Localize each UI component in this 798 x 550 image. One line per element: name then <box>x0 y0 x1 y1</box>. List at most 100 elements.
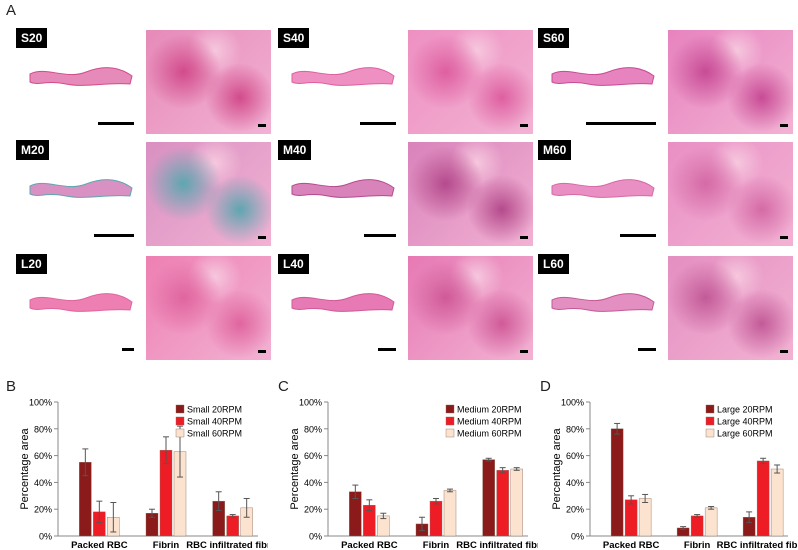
y-tick-label: 60% <box>34 451 52 461</box>
bar <box>638 498 652 537</box>
tile-label: L40 <box>278 254 309 274</box>
tile-label: S60 <box>538 28 570 48</box>
y-axis-label: Percentage area <box>551 427 563 509</box>
legend-label: Medium 40RPM <box>457 417 522 427</box>
y-tick-label: 0% <box>571 532 584 542</box>
y-axis-label: Percentage area <box>289 427 301 509</box>
bar <box>510 468 523 537</box>
overview-scale-bar <box>122 348 134 351</box>
closeup-scale-bar <box>780 350 788 353</box>
overview-scale-bar <box>94 234 134 237</box>
tile-label: M20 <box>16 140 50 160</box>
x-category-label: Packed RBC <box>71 540 128 550</box>
y-tick-label: 40% <box>566 478 584 488</box>
y-tick-label: 20% <box>34 505 52 515</box>
y-tick-label: 80% <box>566 424 584 434</box>
closeup-scale-bar <box>258 236 266 239</box>
specimen-overview <box>288 288 398 318</box>
y-tick-label: 0% <box>309 532 322 542</box>
tile-label: S20 <box>16 28 48 48</box>
y-tick-label: 100% <box>29 398 52 408</box>
specimen-overview <box>288 174 398 204</box>
closeup-scale-bar <box>780 236 788 239</box>
y-tick-label: 100% <box>299 398 322 408</box>
x-category-label: Packed RBC <box>341 540 398 550</box>
panel-letter-c: C <box>278 378 289 395</box>
y-tick-label: 20% <box>566 505 584 515</box>
overview-scale-bar <box>378 348 396 351</box>
tile-label: S40 <box>278 28 310 48</box>
legend-swatch <box>175 416 185 426</box>
micrograph-closeup <box>146 30 271 134</box>
specimen-overview <box>26 288 136 318</box>
micrograph-closeup <box>408 142 533 246</box>
legend-swatch <box>705 404 715 414</box>
panel-letter-d: D <box>540 378 551 395</box>
x-category-label: RBC infiltrated fibrin <box>186 540 268 550</box>
bar-chart-b: Percentage area 0% 20% 40% 60% 80% 100% Packed … <box>19 398 268 550</box>
bar <box>443 490 457 537</box>
y-tick-label: 60% <box>304 451 322 461</box>
bar <box>770 468 784 537</box>
specimen-overview <box>548 62 658 92</box>
legend-label: Large 60RPM <box>717 429 773 439</box>
tile-label: M60 <box>538 140 572 160</box>
x-category-label: Fibrin <box>153 540 180 550</box>
micrograph-closeup <box>408 256 533 360</box>
bar-chart-d: Percentage area 0% 20% 40% 60% 80% 100% Packed … <box>551 398 798 550</box>
closeup-scale-bar <box>520 124 528 127</box>
overview-scale-bar <box>620 234 656 237</box>
specimen-overview <box>26 62 136 92</box>
x-category-label: RBC infiltrated fibrin <box>717 540 798 550</box>
x-category-label: Packed RBC <box>603 540 660 550</box>
overview-scale-bar <box>638 348 656 351</box>
bar <box>624 499 638 537</box>
bar <box>704 507 718 537</box>
legend-swatch <box>445 428 455 438</box>
legend-swatch <box>705 416 715 426</box>
overview-scale-bar <box>98 122 134 125</box>
closeup-scale-bar <box>258 124 266 127</box>
bar <box>496 470 509 537</box>
micrograph-closeup <box>668 30 793 134</box>
panel-letter-b: B <box>6 378 17 395</box>
x-category-label: Fibrin <box>684 540 711 550</box>
legend-label: Large 20RPM <box>717 405 773 415</box>
specimen-overview <box>26 174 136 204</box>
legend-label: Large 40RPM <box>717 417 773 427</box>
bar <box>429 500 443 537</box>
legend-label: Medium 60RPM <box>457 429 522 439</box>
micrograph-closeup <box>146 256 271 360</box>
bar-chart-c: Percentage area 0% 20% 40% 60% 80% 100% Packed … <box>289 398 538 550</box>
legend-label: Small 60RPM <box>187 429 242 439</box>
specimen-overview <box>288 62 398 92</box>
closeup-scale-bar <box>258 350 266 353</box>
specimen-overview <box>548 288 658 318</box>
tile-label: L60 <box>538 254 569 274</box>
micrograph-closeup <box>668 142 793 246</box>
bar <box>226 515 239 537</box>
bar <box>756 460 770 537</box>
closeup-scale-bar <box>520 350 528 353</box>
overview-scale-bar <box>586 122 656 125</box>
legend-swatch <box>175 428 185 438</box>
tile-label: L20 <box>16 254 47 274</box>
y-tick-label: 0% <box>39 532 52 542</box>
closeup-scale-bar <box>780 124 788 127</box>
legend-swatch <box>445 416 455 426</box>
y-tick-label: 40% <box>34 478 52 488</box>
bar <box>690 515 704 537</box>
legend-swatch <box>175 404 185 414</box>
panel-letter-a: A <box>6 2 17 19</box>
y-tick-label: 100% <box>561 398 584 408</box>
closeup-scale-bar <box>520 236 528 239</box>
bar <box>610 428 624 537</box>
legend-swatch <box>445 404 455 414</box>
legend-label: Medium 20RPM <box>457 405 522 415</box>
overview-scale-bar <box>360 122 396 125</box>
y-tick-label: 60% <box>566 451 584 461</box>
micrograph-closeup <box>668 256 793 360</box>
y-axis-label: Percentage area <box>19 427 31 509</box>
legend-swatch <box>705 428 715 438</box>
x-category-label: RBC infiltrated fibrin <box>456 540 538 550</box>
